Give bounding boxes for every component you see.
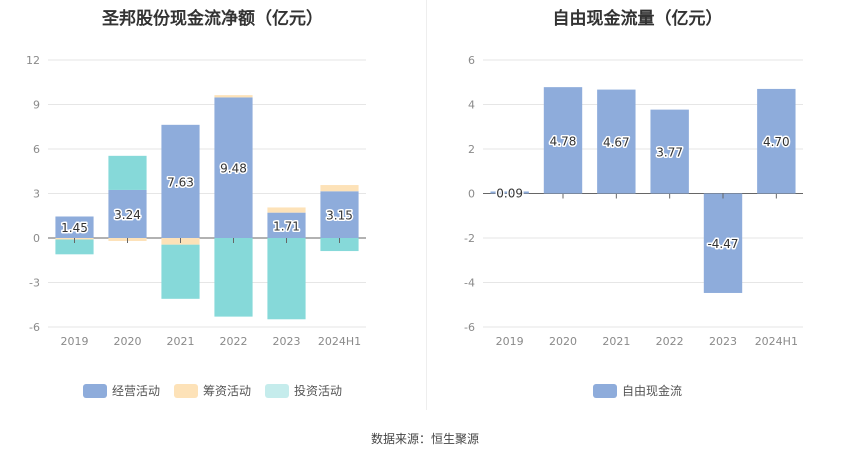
right-chart-legend: 自由现金流 [425, 382, 850, 399]
bar-2019-series-0 [490, 191, 529, 194]
y-tick-label: 12 [26, 54, 40, 67]
bar-2023-series-0 [267, 212, 306, 238]
legend-item-investing[interactable]: 投资活动 [265, 382, 342, 399]
bar-2020-series-0 [108, 189, 147, 238]
bar-2024H1-series-1 [320, 185, 359, 192]
bar-2024H1-series-0 [757, 88, 796, 194]
x-tick-label: 2019 [496, 335, 524, 348]
y-tick-label: 9 [33, 99, 40, 112]
bar-2019-series-2 [55, 239, 94, 255]
y-tick-label: 0 [468, 188, 475, 201]
bar-2022-series-1 [214, 95, 253, 98]
bar-2023-series-2 [267, 238, 306, 320]
data-label-2020: 3.24 [114, 208, 141, 222]
legend-label-investing: 投资活动 [294, 384, 343, 398]
bar-2020-series-2 [108, 155, 147, 190]
right-chart-svg: 6 4 2 0 -2 -4 -6 0.09 2019 4.78 2020 4.67 2021 3.77 20… [464, 54, 803, 348]
y-tick-label: 0 [33, 232, 40, 245]
left-chart-panel: 圣邦股份现金流净额（亿元） 12 9 6 3 0 -3 -6 1.45 2019 3.24 2020… [0, 0, 425, 420]
data-label-2024H1: 4.70 [763, 135, 790, 149]
y-tick-label: 3 [33, 188, 40, 201]
x-tick-label: 2023 [709, 335, 737, 348]
y-tick-label: -6 [29, 321, 40, 334]
bar-2024H1-series-2 [320, 238, 359, 252]
x-tick-label: 2022 [656, 335, 684, 348]
data-label-2022: 3.77 [656, 146, 683, 160]
x-tick-label: 2020 [549, 335, 577, 348]
bar-2021-series-2 [161, 244, 200, 299]
bar-2021-series-0 [161, 124, 200, 238]
legend-label-financing: 筹资活动 [202, 384, 251, 398]
x-tick-label: 2019 [61, 335, 89, 348]
legend-swatch-financing [173, 383, 198, 398]
left-chart-title: 圣邦股份现金流净额（亿元） [102, 9, 323, 29]
panel-divider [426, 0, 427, 410]
left-chart-svg: 12 9 6 3 0 -3 -6 1.45 2019 3.24 2020 7.63 2021 9.48 20… [26, 54, 366, 348]
data-label-2021: 4.67 [603, 136, 630, 150]
x-tick-label: 2021 [167, 335, 195, 348]
bar-2020-series-0 [543, 87, 583, 194]
left-chart-legend: 经营活动 筹资活动 投资活动 [0, 382, 425, 399]
y-tick-label: 6 [468, 54, 475, 67]
bar-2024H1-series-0 [320, 191, 359, 238]
data-label-2021: 7.63 [167, 175, 194, 189]
legend-label-operating: 经营活动 [111, 384, 160, 398]
bar-2021-series-0 [597, 89, 636, 194]
legend-label-free-cash-flow: 自由现金流 [621, 384, 682, 398]
data-source-note: 数据来源：恒生聚源 [370, 432, 479, 446]
legend-item-operating[interactable]: 经营活动 [82, 382, 160, 399]
y-tick-label: 6 [33, 143, 40, 156]
right-chart-panel: 自由现金流量（亿元） 6 4 2 0 -2 -4 -6 0.09 2019 4.78 2020 4.6… [425, 0, 850, 420]
x-tick-label: 2023 [273, 335, 301, 348]
data-label-2024H1: 3.15 [326, 209, 353, 223]
data-label-2019: 0.09 [496, 186, 523, 200]
bar-2019-series-0 [55, 216, 94, 238]
x-tick-label: 2022 [220, 335, 248, 348]
x-tick-label: 2024H1 [318, 335, 361, 348]
data-label-2023: 1.71 [273, 219, 300, 233]
y-tick-label: -3 [29, 277, 40, 290]
data-label-2023: -4.47 [707, 237, 738, 251]
y-tick-label: 4 [468, 99, 475, 112]
bar-2022-series-2 [214, 238, 253, 317]
x-tick-label: 2020 [114, 335, 142, 348]
legend-swatch-operating [82, 383, 107, 398]
data-label-2020: 4.78 [550, 134, 577, 148]
bar-2023-series-1 [267, 207, 306, 213]
x-tick-label: 2024H1 [755, 335, 798, 348]
data-label-2022: 9.48 [220, 162, 247, 176]
y-tick-label: -4 [464, 277, 475, 290]
bar-2023-series-0 [703, 193, 743, 293]
x-tick-label: 2021 [602, 335, 630, 348]
legend-swatch-investing [265, 383, 289, 398]
right-chart-title: 自由现金流量（亿元） [552, 9, 723, 29]
data-label-2019: 1.45 [61, 221, 88, 235]
bar-2022-series-0 [214, 97, 253, 238]
legend-item-financing[interactable]: 筹资活动 [173, 382, 251, 399]
y-tick-label: 2 [468, 143, 475, 156]
y-tick-label: -6 [464, 321, 475, 334]
bar-2022-series-0 [650, 109, 689, 194]
legend-swatch-free-cash-flow [592, 383, 617, 398]
y-tick-label: -2 [464, 232, 475, 245]
legend-item-free-cash-flow[interactable]: 自由现金流 [592, 382, 682, 399]
